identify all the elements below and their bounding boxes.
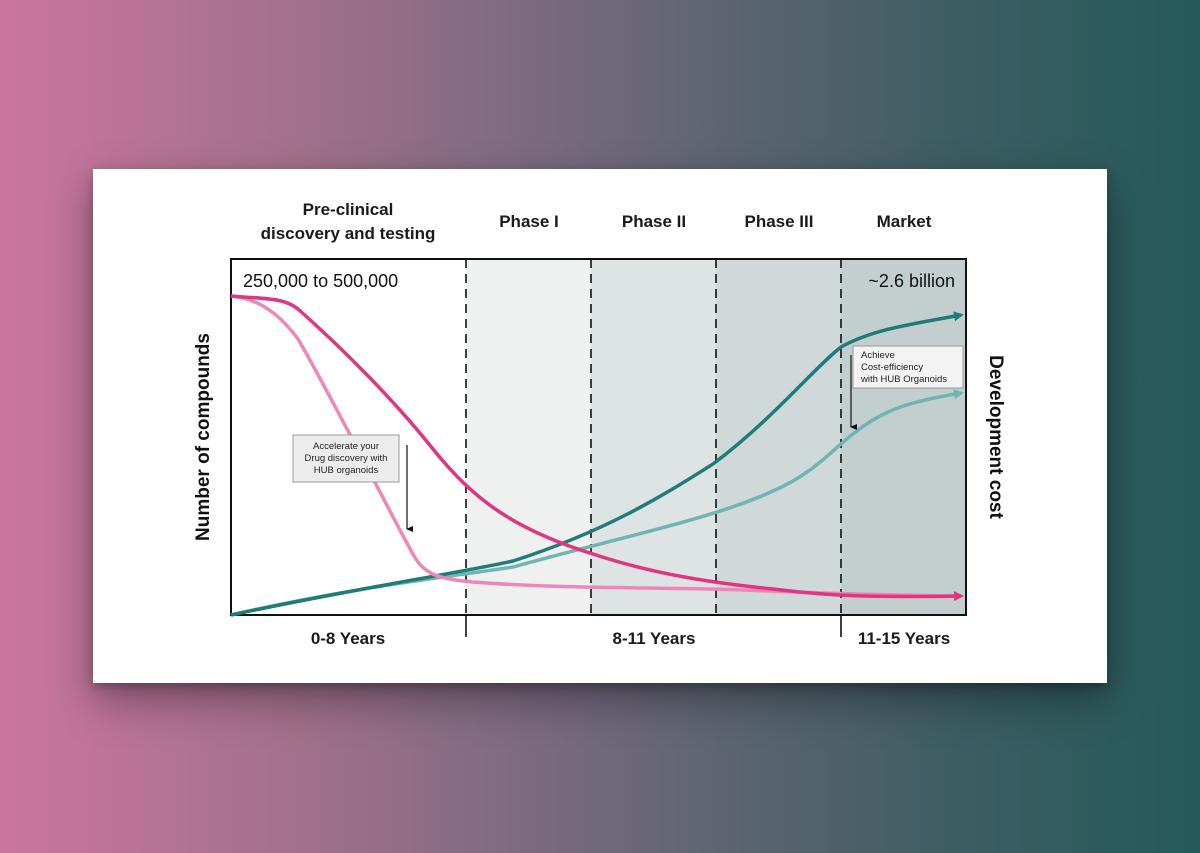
right-axis-title: Development cost <box>985 355 1006 519</box>
callout-cost-line1: Achieve <box>861 350 895 361</box>
header-phase2: Phase II <box>622 212 686 231</box>
callout-cost-efficiency: Achieve Cost-efficiency with HUB Organoi… <box>850 345 964 430</box>
callout-accelerate-line3: HUB organoids <box>314 465 379 476</box>
header-preclinical-line2: discovery and testing <box>261 224 436 243</box>
header-market: Market <box>877 212 932 231</box>
plot-frame <box>230 258 967 616</box>
duration-11-15: 11-15 Years <box>858 629 950 648</box>
phase3-band <box>716 259 841 615</box>
duration-8-11: 8-11 Years <box>613 629 696 648</box>
market-band <box>841 259 966 615</box>
header-phase3: Phase III <box>745 212 814 231</box>
figure-card: Pre-clinical discovery and testing Phase… <box>93 169 1107 683</box>
callout-cost-line2: Cost-efficiency <box>861 362 923 373</box>
header-preclinical-line1: Pre-clinical <box>303 200 394 219</box>
callout-accelerate-line1: Accelerate your <box>313 441 379 452</box>
drug-development-diagram: Pre-clinical discovery and testing Phase… <box>193 200 1006 648</box>
callout-accelerate: Accelerate your Drug discovery with HUB … <box>292 434 413 532</box>
duration-ticks <box>465 615 842 637</box>
cost-value-label: ~2.6 billion <box>868 271 955 291</box>
callout-cost-line3: with HUB Organoids <box>860 374 947 385</box>
compounds-standard-curve <box>230 294 964 602</box>
cost-standard-curve <box>230 311 964 617</box>
duration-0-8: 0-8 Years <box>311 629 385 648</box>
compounds-value-label: 250,000 to 500,000 <box>243 271 398 291</box>
phase2-band <box>591 259 716 615</box>
left-axis-title: Number of compounds <box>193 333 214 541</box>
header-phase1: Phase I <box>499 212 559 231</box>
callout-accelerate-line2: Drug discovery with <box>305 453 388 464</box>
